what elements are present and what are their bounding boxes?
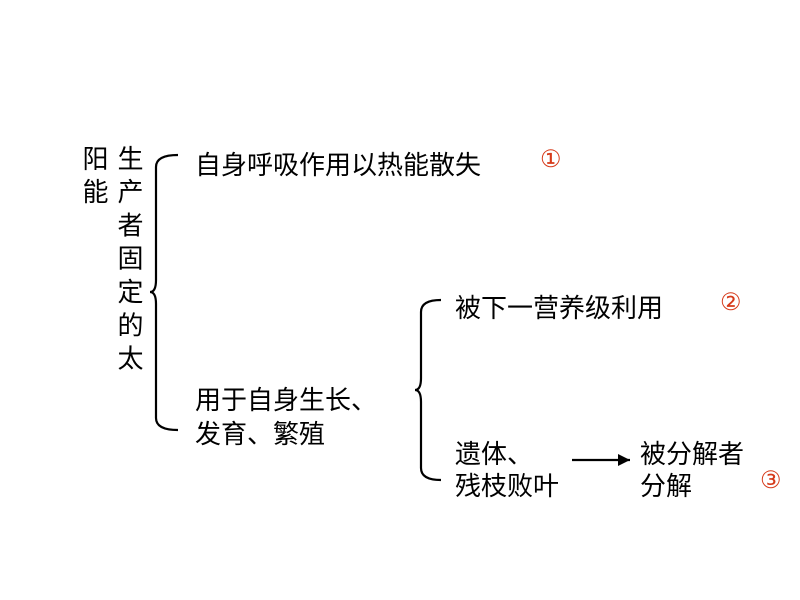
marker-2: ② bbox=[720, 288, 742, 317]
arrow-icon bbox=[0, 0, 800, 600]
l2-bottom-right-line2: 分解 bbox=[640, 466, 692, 503]
marker-3: ③ bbox=[760, 466, 782, 495]
marker-1: ① bbox=[540, 145, 562, 174]
